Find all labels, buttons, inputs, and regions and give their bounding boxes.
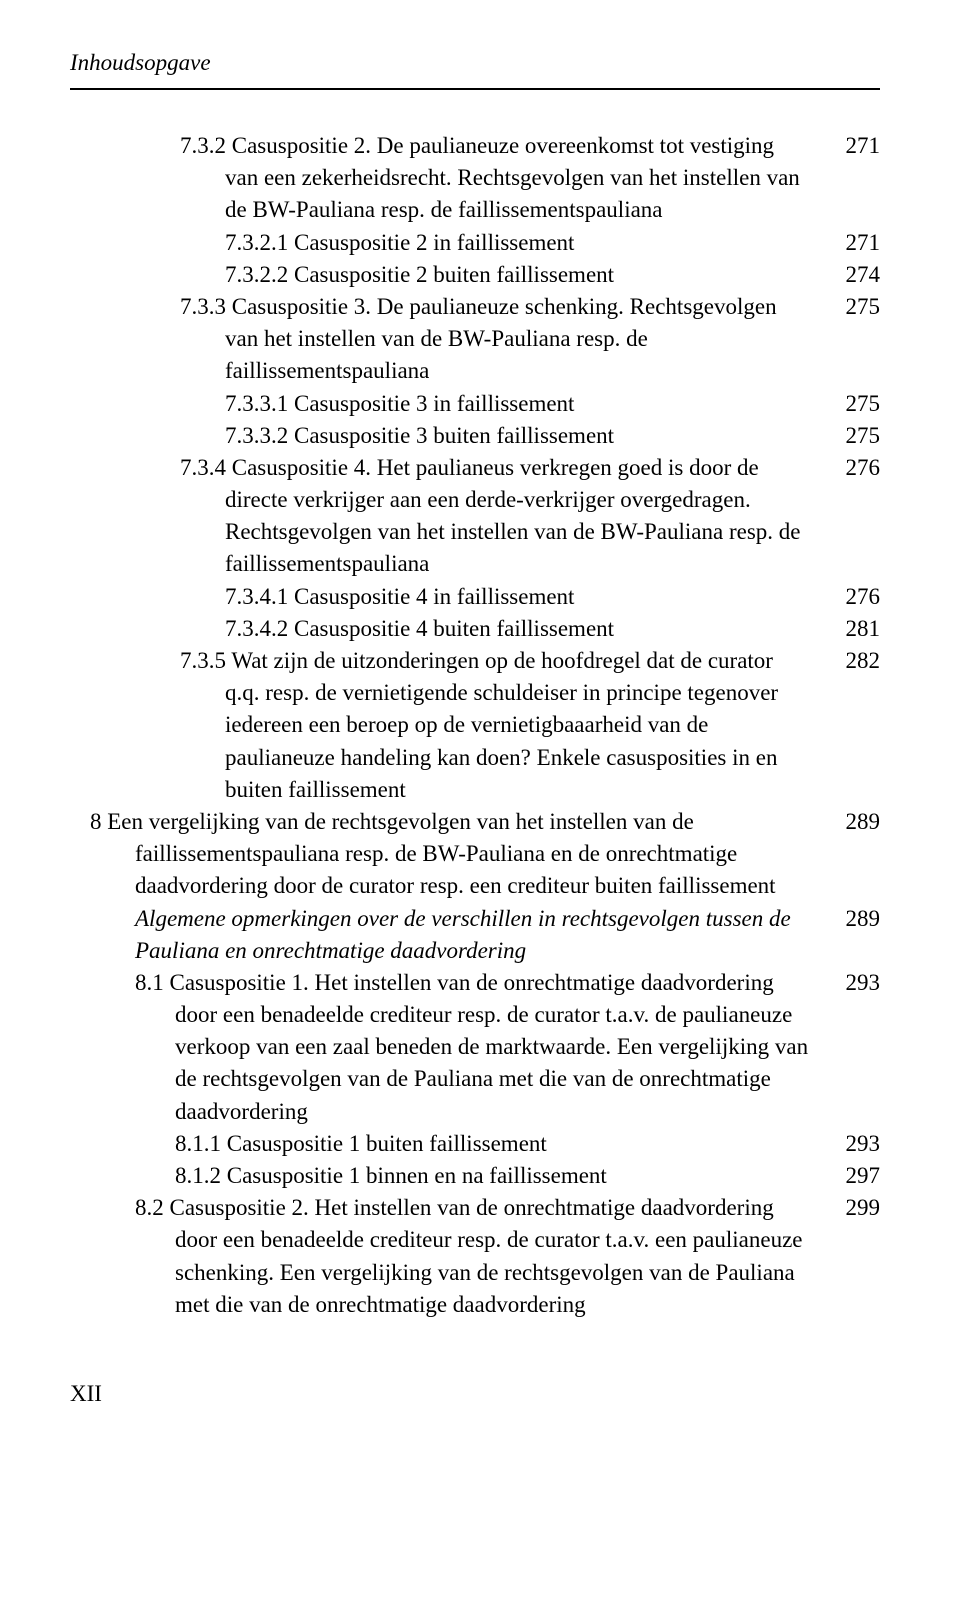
toc-entry: 7.3.4 Casuspositie 4. Het paulianeus ver… <box>70 452 880 581</box>
toc-entry: 7.3.2.2 Casuspositie 2 buiten faillissem… <box>70 259 880 291</box>
header-divider <box>70 88 880 90</box>
toc-entry-text: 8.2 Casuspositie 2. Het instellen van de… <box>70 1192 830 1321</box>
toc-entry: 7.3.2 Casuspositie 2. De paulianeuze ove… <box>70 130 880 227</box>
toc-entry-page: 275 <box>830 291 880 323</box>
page-number-footer: XII <box>70 1381 880 1407</box>
toc-entry: 8.1 Casuspositie 1. Het instellen van de… <box>70 967 880 1128</box>
toc-entry-page: 276 <box>830 452 880 484</box>
toc-entry: 7.3.3.2 Casuspositie 3 buiten faillissem… <box>70 420 880 452</box>
toc-entry: 7.3.4.1 Casuspositie 4 in faillissement2… <box>70 581 880 613</box>
toc-entry-page: 271 <box>830 130 880 162</box>
toc-entry-page: 293 <box>830 1128 880 1160</box>
toc-entry-page: 293 <box>830 967 880 999</box>
toc-entry-text: 7.3.5 Wat zijn de uitzonderingen op de h… <box>70 645 830 806</box>
toc-entry-text: 7.3.2.2 Casuspositie 2 buiten faillissem… <box>70 259 830 291</box>
page-header: Inhoudsopgave <box>70 50 880 76</box>
toc-entry-page: 299 <box>830 1192 880 1224</box>
toc-entry-text: 8.1.2 Casuspositie 1 binnen en na failli… <box>70 1160 830 1192</box>
toc-entry-text: 7.3.3 Casuspositie 3. De paulianeuze sch… <box>70 291 830 388</box>
toc-content: 7.3.2 Casuspositie 2. De paulianeuze ove… <box>70 130 880 1321</box>
toc-entry: 8.1.2 Casuspositie 1 binnen en na failli… <box>70 1160 880 1192</box>
toc-entry-text: 8.1 Casuspositie 1. Het instellen van de… <box>70 967 830 1128</box>
toc-entry-page: 297 <box>830 1160 880 1192</box>
toc-entry-text: 7.3.3.2 Casuspositie 3 buiten faillissem… <box>70 420 830 452</box>
toc-entry: 7.3.2.1 Casuspositie 2 in faillissement2… <box>70 227 880 259</box>
toc-entry: 8 Een vergelijking van de rechtsgevolgen… <box>70 806 880 903</box>
toc-entry: 7.3.3.1 Casuspositie 3 in faillissement2… <box>70 388 880 420</box>
toc-entry-text: 8 Een vergelijking van de rechtsgevolgen… <box>70 806 830 903</box>
toc-entry: 7.3.4.2 Casuspositie 4 buiten faillissem… <box>70 613 880 645</box>
toc-entry-text: 7.3.3.1 Casuspositie 3 in faillissement <box>70 388 830 420</box>
toc-entry: Algemene opmerkingen over de verschillen… <box>70 903 880 967</box>
toc-entry-text: 7.3.2 Casuspositie 2. De paulianeuze ove… <box>70 130 830 227</box>
toc-entry-text: 7.3.4.2 Casuspositie 4 buiten faillissem… <box>70 613 830 645</box>
toc-entry: 7.3.5 Wat zijn de uitzonderingen op de h… <box>70 645 880 806</box>
toc-entry-page: 271 <box>830 227 880 259</box>
toc-entry: 7.3.3 Casuspositie 3. De paulianeuze sch… <box>70 291 880 388</box>
toc-entry-text: Algemene opmerkingen over de verschillen… <box>70 903 830 967</box>
toc-entry-text: 7.3.2.1 Casuspositie 2 in faillissement <box>70 227 830 259</box>
toc-entry: 8.1.1 Casuspositie 1 buiten faillissemen… <box>70 1128 880 1160</box>
toc-entry-page: 289 <box>830 806 880 838</box>
toc-entry-text: 7.3.4 Casuspositie 4. Het paulianeus ver… <box>70 452 830 581</box>
toc-entry-page: 274 <box>830 259 880 291</box>
toc-entry-page: 281 <box>830 613 880 645</box>
toc-entry: 8.2 Casuspositie 2. Het instellen van de… <box>70 1192 880 1321</box>
toc-entry-text: 7.3.4.1 Casuspositie 4 in faillissement <box>70 581 830 613</box>
toc-entry-text: 8.1.1 Casuspositie 1 buiten faillissemen… <box>70 1128 830 1160</box>
toc-entry-page: 276 <box>830 581 880 613</box>
toc-entry-page: 275 <box>830 420 880 452</box>
toc-entry-page: 289 <box>830 903 880 935</box>
toc-entry-page: 282 <box>830 645 880 677</box>
toc-entry-page: 275 <box>830 388 880 420</box>
